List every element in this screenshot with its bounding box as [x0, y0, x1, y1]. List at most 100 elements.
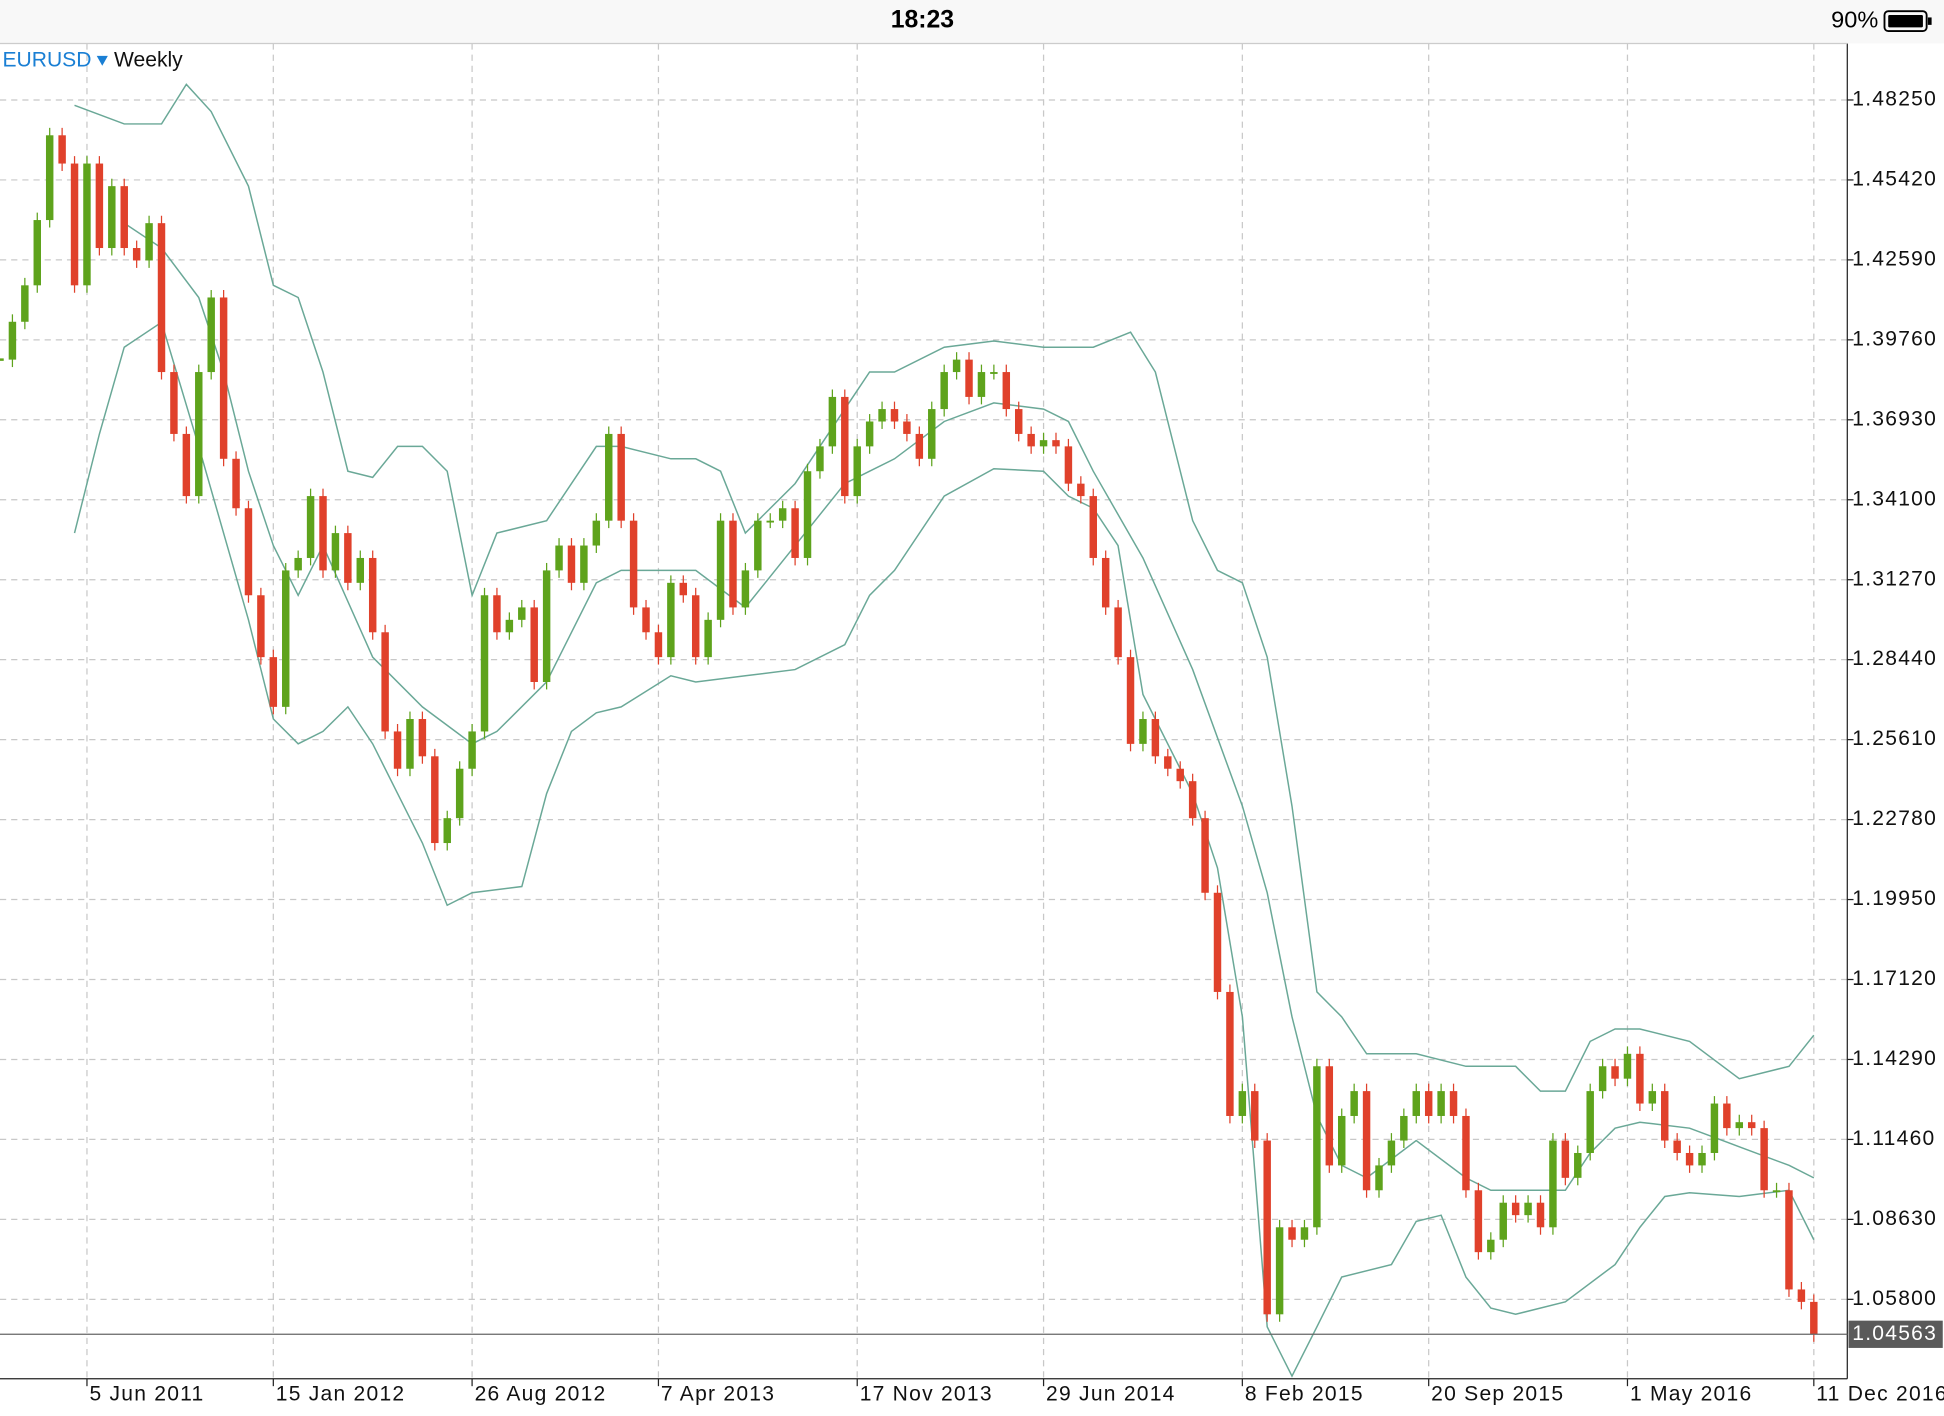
- x-tick-label: 20 Sep 2015: [1431, 1382, 1564, 1405]
- candle: [1574, 1152, 1582, 1178]
- candle: [368, 557, 377, 633]
- candle: [207, 297, 215, 373]
- candle: [890, 409, 899, 422]
- candle: [778, 508, 787, 521]
- candle: [1350, 1091, 1358, 1116]
- candle: [841, 396, 849, 497]
- x-tick-label: 15 Jan 2012: [276, 1382, 406, 1405]
- candle: [45, 135, 54, 221]
- candle: [344, 533, 352, 583]
- candle: [1437, 1091, 1445, 1116]
- y-tick-label: 1.11460: [1852, 1127, 1935, 1150]
- candle: [406, 719, 414, 769]
- y-tick-label: 1.39760: [1852, 327, 1937, 350]
- candle: [903, 421, 911, 434]
- candle: [1561, 1140, 1570, 1178]
- candle: [21, 285, 29, 322]
- y-tick-label: 1.17120: [1852, 967, 1937, 990]
- candle: [567, 545, 576, 583]
- x-tick-label: 8 Feb 2015: [1245, 1382, 1364, 1405]
- candle: [182, 433, 191, 497]
- candle: [654, 632, 663, 658]
- candle: [431, 756, 439, 844]
- candle: [83, 163, 91, 286]
- candle: [356, 557, 365, 583]
- candle: [1101, 557, 1110, 608]
- candle: [1213, 892, 1222, 992]
- y-tick-label: 1.45420: [1852, 167, 1937, 190]
- candle: [1114, 607, 1122, 658]
- candle: [754, 520, 762, 571]
- y-tick-label: 1.05800: [1852, 1287, 1937, 1310]
- candle: [828, 396, 837, 447]
- candle: [592, 520, 601, 546]
- candle: [1188, 781, 1197, 819]
- candle: [878, 409, 886, 422]
- candle: [629, 520, 638, 608]
- timeframe: Weekly: [114, 48, 183, 71]
- candle: [1375, 1165, 1383, 1191]
- candle: [8, 321, 17, 360]
- y-tick-label: 1.28440: [1852, 647, 1937, 670]
- y-tick-label: 1.48250: [1852, 88, 1937, 111]
- status-time: 18:23: [891, 7, 954, 34]
- candle: [195, 372, 203, 497]
- candle: [157, 223, 166, 373]
- bollinger-band: [73, 321, 1815, 1378]
- candle: [1151, 719, 1160, 757]
- x-tick-label: 26 Aug 2012: [475, 1382, 607, 1405]
- candle: [542, 570, 551, 682]
- candle: [1387, 1140, 1396, 1166]
- candle: [1735, 1122, 1744, 1129]
- candle: [679, 582, 688, 596]
- last-price-box: [1848, 1320, 1943, 1348]
- candle: [1313, 1066, 1321, 1228]
- symbol-dropdown[interactable]: [96, 55, 108, 66]
- symbol[interactable]: EURUSD: [2, 48, 91, 71]
- x-tick-label: 1 May 2016: [1630, 1382, 1752, 1405]
- candle: [1325, 1066, 1334, 1166]
- candle: [1300, 1227, 1309, 1240]
- candle: [518, 607, 526, 620]
- candle: [741, 570, 750, 608]
- candle: [1039, 440, 1048, 447]
- candle: [244, 508, 253, 596]
- candle: [1636, 1053, 1644, 1104]
- candle: [965, 359, 973, 397]
- plot-area: [0, 43, 1848, 1379]
- candle: [803, 471, 812, 558]
- candle: [1077, 483, 1085, 497]
- candle: [816, 446, 824, 472]
- candle: [530, 607, 538, 682]
- candle: [1698, 1152, 1706, 1166]
- y-tick-label: 1.31270: [1852, 567, 1937, 590]
- candle: [306, 496, 315, 558]
- candle: [219, 297, 228, 459]
- candle: [282, 570, 290, 707]
- candle: [1288, 1227, 1296, 1240]
- candle: [95, 163, 104, 249]
- candle: [1611, 1066, 1619, 1079]
- candle: [1338, 1115, 1346, 1166]
- candle: [1263, 1140, 1271, 1315]
- candle: [170, 372, 178, 434]
- candle: [1710, 1103, 1719, 1153]
- candle: [1089, 496, 1097, 558]
- candle: [1487, 1239, 1495, 1253]
- y-tick-label: 1.19950: [1852, 887, 1937, 910]
- candle: [381, 632, 389, 732]
- candle: [455, 768, 464, 819]
- candle: [617, 433, 625, 521]
- candle: [1362, 1091, 1371, 1191]
- candle: [1499, 1202, 1507, 1240]
- x-tick-label: 17 Nov 2013: [860, 1382, 993, 1405]
- candle: [1511, 1202, 1520, 1216]
- candle: [232, 458, 240, 509]
- candle: [1474, 1190, 1483, 1253]
- y-tick-label: 1.42590: [1852, 247, 1937, 270]
- candle: [1723, 1103, 1731, 1129]
- y-tick-label: 1.22780: [1852, 807, 1937, 830]
- candle: [1760, 1128, 1768, 1191]
- candle: [1412, 1091, 1420, 1116]
- status-bar: [0, 0, 1944, 44]
